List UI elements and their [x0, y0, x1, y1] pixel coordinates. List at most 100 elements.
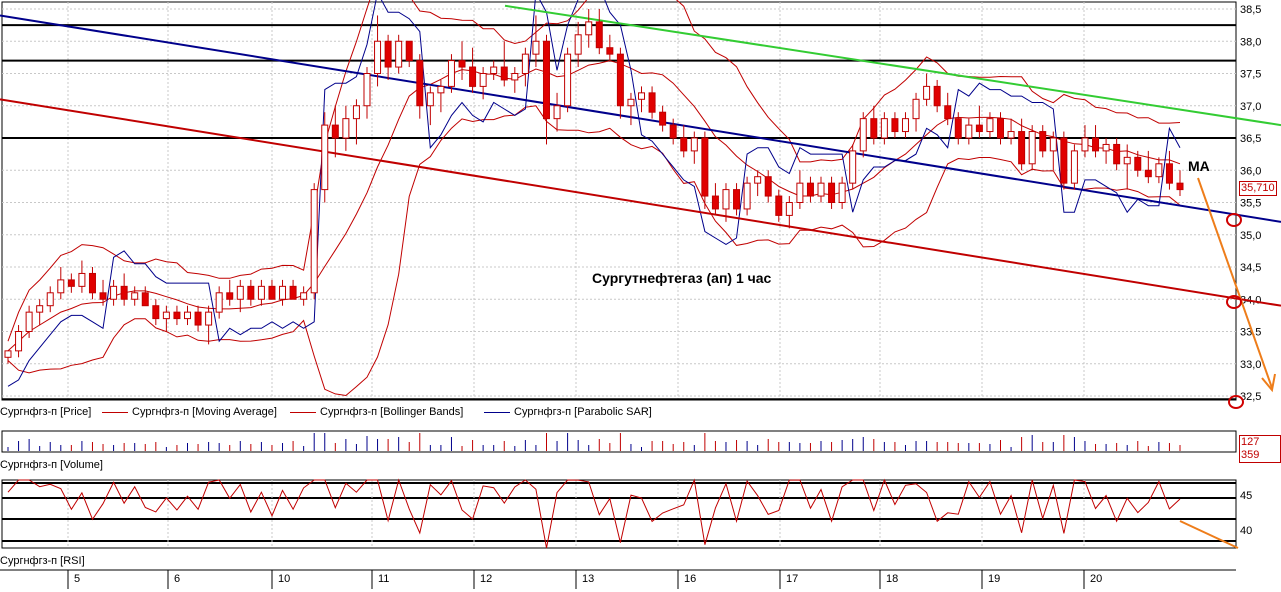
candle-body: [838, 182, 846, 203]
legend-price[interactable]: Сургнфгз-п [Price]: [0, 406, 91, 418]
candle-body: [331, 124, 339, 139]
candle-body: [447, 60, 455, 87]
price-tick-label: 34,5: [1240, 262, 1261, 274]
candle-body: [215, 292, 223, 313]
candle-body: [131, 292, 139, 300]
candle-body: [933, 85, 941, 107]
candle-body: [616, 53, 624, 107]
legend-ma-swatch: [102, 411, 128, 413]
legend-bollinger[interactable]: Сургнфгз-п [Bollinger Bands]: [290, 406, 463, 418]
trend-line-red: [0, 98, 1281, 307]
candle-body: [1134, 156, 1142, 171]
candle-body: [321, 124, 329, 191]
candle-body: [806, 182, 814, 197]
candle-body: [1165, 163, 1173, 184]
price-tick-label: 35,5: [1240, 198, 1261, 210]
candle-body: [828, 182, 836, 203]
candle-body: [88, 272, 96, 294]
candle-body: [500, 66, 508, 81]
candle-body: [1113, 143, 1121, 165]
candle-body: [986, 118, 994, 133]
candle-body: [1092, 137, 1100, 152]
candle-body: [975, 124, 983, 133]
candle-body: [437, 85, 445, 94]
candle-body: [1176, 182, 1184, 191]
candle-body: [680, 137, 688, 152]
candle-body: [268, 285, 276, 300]
candle-body: [279, 285, 287, 300]
legend-sar-swatch: [484, 411, 510, 413]
candle-body: [669, 124, 677, 139]
candle-body: [1028, 131, 1036, 165]
candle-body: [859, 118, 867, 152]
candle-body: [247, 285, 255, 300]
candle-body: [711, 195, 719, 210]
candle-body: [1007, 131, 1015, 139]
candle-body: [110, 285, 118, 300]
price-tick-label: 33,5: [1240, 327, 1261, 339]
candle-body: [965, 124, 973, 139]
candle-body: [997, 118, 1005, 139]
candle-body: [342, 118, 350, 139]
forecast-arrowhead-price: [1261, 373, 1276, 393]
candle-body: [173, 311, 181, 320]
candle-body: [162, 311, 170, 320]
x-tick-label: 19: [988, 573, 1000, 585]
bollinger-upper: [7, 0, 1181, 342]
highlight-circle: [1226, 295, 1242, 309]
volume-pane-frame: [1, 430, 1237, 453]
legend-parabolic-sar[interactable]: Сургнфгз-п [Parabolic SAR]: [484, 406, 652, 418]
legend-bollinger-swatch: [290, 411, 316, 413]
candle-body: [416, 60, 424, 107]
candle-body: [1155, 163, 1163, 178]
price-tick-label: 32,5: [1240, 391, 1261, 403]
price-tick-label: 35,0: [1240, 230, 1261, 242]
legend-price-label: Сургнфгз-п [Price]: [0, 406, 92, 418]
chart-annotation-title: Сургутнефтегаз (ап) 1 час: [592, 270, 772, 286]
price-tick-label: 38,5: [1240, 4, 1261, 16]
candle-body: [310, 189, 318, 294]
candle-body: [194, 311, 202, 326]
candle-body: [141, 292, 149, 307]
x-tick-label: 5: [74, 573, 80, 585]
candle-body: [901, 118, 909, 133]
candle-body: [817, 182, 825, 197]
candle-body: [46, 292, 54, 307]
candle-body: [880, 118, 888, 139]
x-tick-label: 13: [582, 573, 594, 585]
rsi-tick-label: 40: [1240, 525, 1252, 537]
forecast-arrow-price: [1197, 177, 1273, 389]
x-tick-label: 12: [480, 573, 492, 585]
candle-body: [36, 305, 44, 313]
trend-line-blue: [0, 14, 1281, 223]
candle-body: [733, 189, 741, 210]
candle-body: [923, 85, 931, 100]
candle-body: [352, 105, 360, 120]
highlight-circle: [1228, 395, 1244, 409]
candle-body: [542, 40, 550, 120]
candle-body: [4, 350, 12, 358]
candle-body: [67, 279, 75, 287]
candle-body: [1070, 150, 1078, 184]
legend-moving-average[interactable]: Сургнфгз-п [Moving Average]: [102, 406, 277, 418]
candle-body: [257, 285, 265, 300]
x-tick-label: 17: [786, 573, 798, 585]
candle-body: [300, 292, 308, 300]
candle-body: [743, 182, 751, 210]
candle-body: [648, 92, 656, 113]
candle-body: [289, 285, 297, 300]
candle-body: [659, 111, 667, 126]
candle-body: [405, 40, 413, 62]
price-tick-label: 37,0: [1240, 101, 1261, 113]
candle-body: [1060, 137, 1068, 184]
rsi-pane-label: Сургнфгз-п [RSI]: [0, 555, 85, 567]
candle-body: [1018, 131, 1026, 165]
candle-body: [701, 137, 709, 197]
candle-body: [775, 195, 783, 216]
candle-body: [944, 105, 952, 120]
candle-body: [384, 40, 392, 68]
candle-body: [57, 279, 65, 294]
candle-body: [183, 311, 191, 320]
candle-body: [606, 47, 614, 55]
